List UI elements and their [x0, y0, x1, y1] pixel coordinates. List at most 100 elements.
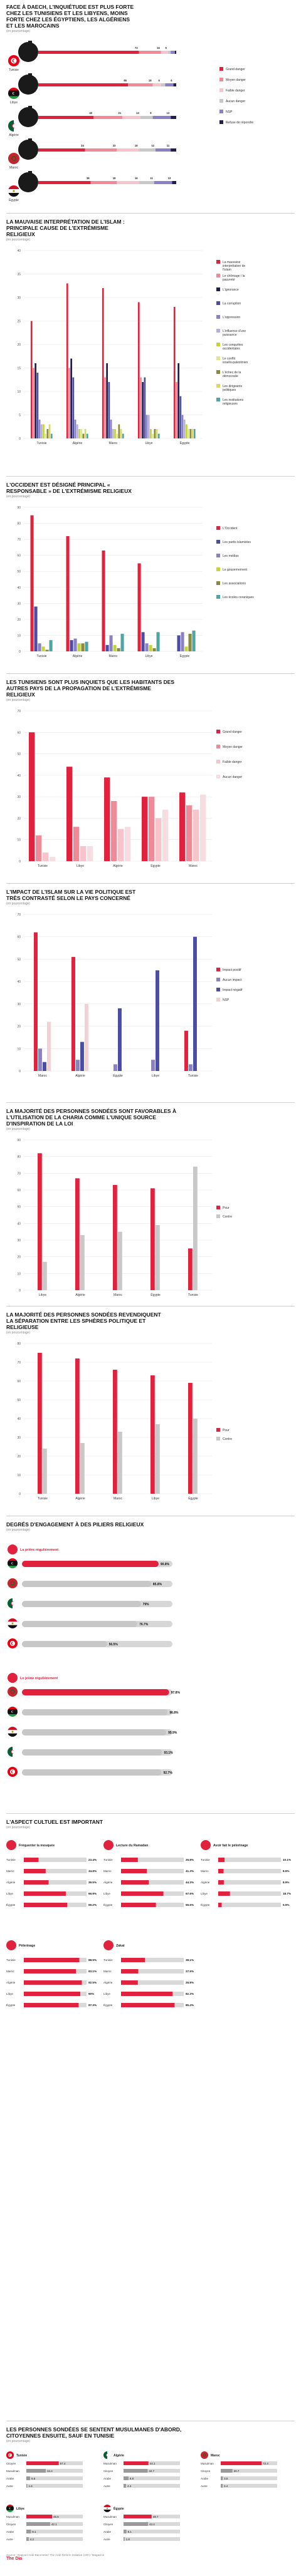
bar-fill — [22, 1769, 162, 1776]
legend-swatch — [216, 968, 220, 971]
country-label: Algérie — [103, 1981, 113, 1984]
bar — [38, 643, 41, 651]
value-label: 34.4 — [47, 2470, 53, 2473]
data-label: 34 — [81, 144, 84, 147]
bar — [117, 648, 120, 651]
legend-swatch — [216, 301, 220, 305]
bar — [30, 515, 34, 651]
bar-fill — [124, 2530, 127, 2533]
category-label: Musulman — [201, 2462, 214, 2465]
legend-swatch — [216, 567, 220, 571]
bar — [38, 1048, 42, 1071]
data-label: 11 — [167, 144, 170, 147]
chart-occident: 0 10 20 30 40 50 60 70 80 90 Tunisie Algérie Maroc Li… — [17, 506, 254, 658]
category-label: Libye — [39, 1293, 46, 1297]
section-subtitle: (en pourcentage) — [6, 1826, 31, 1829]
divider — [6, 213, 295, 214]
bar — [70, 358, 73, 438]
bar-track — [124, 2522, 180, 2526]
country-label: Tunisie — [201, 1858, 210, 1861]
bar — [113, 1370, 117, 1494]
bar — [47, 1022, 51, 1071]
value-label: 8.9% — [283, 1881, 289, 1884]
value-label: 95.9% — [168, 1731, 177, 1735]
value-label: 34.8% — [88, 1870, 97, 1873]
bar-fill — [121, 1903, 156, 1907]
legend-label: Les médias — [223, 554, 239, 558]
bar — [120, 429, 122, 438]
value-label: 44.1 — [150, 2462, 156, 2465]
bar-fill — [221, 2476, 223, 2480]
bar — [41, 646, 45, 651]
bar-segment — [154, 181, 172, 184]
country-label: Algérie — [9, 133, 19, 137]
flag-icon-maroc — [201, 2451, 208, 2459]
bomb-fuse — [28, 171, 32, 175]
value-label: 3.5 — [224, 2477, 228, 2480]
bar-segment — [161, 51, 168, 54]
bar-track — [124, 2484, 180, 2488]
bar — [45, 433, 47, 438]
legend-swatch — [216, 760, 220, 763]
tick-label: 50 — [17, 1206, 21, 1209]
bar-fill — [121, 1891, 164, 1896]
country-label: Égypte — [201, 1903, 210, 1906]
bar — [156, 970, 159, 1071]
bar-segment — [165, 83, 174, 86]
section-title: LES TUNISIENS SONT PLUS INQUIETS QUE LES… — [6, 679, 175, 698]
legend-swatch — [216, 1206, 220, 1209]
chart-cultuel: Fréquenter la mosquée Tunisie 23.4% Maroc 34… — [6, 1840, 291, 2007]
value-label: 26.8% — [186, 1858, 194, 1861]
tick-label: 40 — [17, 774, 21, 778]
bar — [184, 1030, 188, 1071]
data-label: 18 — [149, 79, 152, 82]
bar — [114, 429, 116, 438]
value-label: 10.1% — [283, 1858, 291, 1861]
tick-label: 50 — [17, 570, 21, 574]
bar-fill — [121, 1958, 145, 1962]
category-label: Citoyen — [201, 2470, 211, 2473]
chart-daech: Tunisie 73 16 5 Libye 65 18 6 6 Algérie 40 21 13 9 13 M… — [8, 41, 253, 202]
bar — [46, 429, 49, 438]
bar — [144, 377, 146, 438]
tick-label: 40 — [17, 1222, 21, 1226]
country-label: Algérie — [201, 1881, 210, 1884]
section-title: LA MAJORITÉ DES PERSONNES SONDÉES SONT F… — [6, 1108, 177, 1127]
value-label: 42.7 — [149, 2470, 154, 2473]
bar — [145, 415, 148, 438]
legend-swatch — [216, 384, 220, 388]
bomb-fuse — [28, 138, 32, 142]
tick-label: 20 — [17, 1455, 21, 1459]
country-label: Maroc — [6, 1870, 14, 1873]
bar-track — [221, 2484, 277, 2488]
country-label: Maroc — [103, 1970, 112, 1973]
legend-label: l'islam — [223, 268, 231, 272]
section-piliers: DEGRÉS D'ENGAGEMENT À DES PILIERS RELIGI… — [0, 1516, 301, 1811]
brand-logo: The Dia — [6, 2557, 23, 2561]
data-label: 21 — [119, 111, 122, 115]
bar-segment — [140, 116, 153, 119]
bar-fill — [26, 2530, 31, 2533]
bar-track — [24, 1858, 87, 1862]
section-title: LES PERSONNES SONDÉES SE SENTENT MUSULMA… — [6, 2426, 182, 2439]
tick-label: 10 — [17, 1272, 21, 1276]
bar-track — [121, 1869, 184, 1873]
bar — [156, 632, 160, 651]
group-label: La prière régulièrement — [20, 1548, 58, 1552]
legend-label: démocratie — [223, 375, 238, 378]
category-label: Arabe — [6, 2477, 14, 2480]
bar-fill — [24, 1869, 46, 1873]
value-label: 96.8% — [169, 1711, 179, 1715]
card-icon — [6, 1940, 16, 1950]
bar — [38, 1353, 42, 1494]
section-title: FACE À DAECH, L'INQUIÉTUDE EST PLUS FORT… — [6, 4, 134, 29]
section-identite: LES PERSONNES SONDÉES SE SENTENT MUSULMA… — [0, 2421, 301, 2561]
bar — [80, 1443, 85, 1494]
country-label: Égypte — [6, 2003, 16, 2007]
bar — [142, 382, 144, 438]
data-label: 16 — [157, 46, 160, 49]
legend-swatch — [216, 988, 220, 991]
legend-swatch — [216, 329, 220, 333]
tick-label: 0 — [19, 1289, 21, 1293]
